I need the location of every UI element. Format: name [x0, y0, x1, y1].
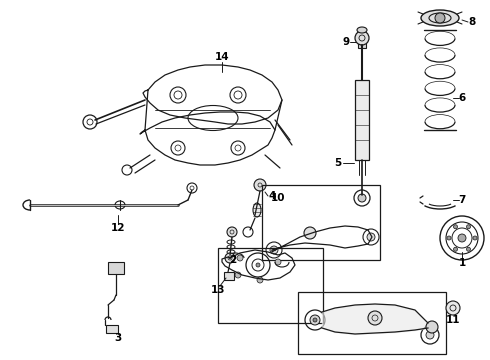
Circle shape — [367, 233, 375, 241]
Circle shape — [227, 227, 237, 237]
Ellipse shape — [253, 203, 261, 217]
Ellipse shape — [357, 27, 367, 33]
Circle shape — [237, 255, 243, 261]
Circle shape — [254, 179, 266, 191]
Circle shape — [313, 318, 317, 322]
Circle shape — [358, 194, 366, 202]
Text: 14: 14 — [215, 52, 229, 62]
Circle shape — [275, 259, 281, 265]
Text: 12: 12 — [111, 223, 125, 233]
Circle shape — [466, 247, 470, 251]
Text: 8: 8 — [468, 17, 476, 27]
Circle shape — [473, 236, 477, 240]
Bar — [218, 248, 323, 323]
Circle shape — [446, 301, 460, 315]
Text: 11: 11 — [446, 315, 460, 325]
Circle shape — [447, 236, 451, 240]
Bar — [298, 292, 446, 354]
Circle shape — [355, 31, 369, 45]
Circle shape — [310, 315, 320, 325]
Bar — [224, 272, 234, 280]
Text: 2: 2 — [229, 255, 237, 265]
Text: 13: 13 — [211, 285, 225, 295]
Circle shape — [257, 277, 263, 283]
Text: 9: 9 — [343, 37, 349, 47]
Circle shape — [270, 246, 278, 254]
Circle shape — [466, 225, 470, 229]
Text: 5: 5 — [334, 158, 342, 168]
Circle shape — [235, 272, 241, 278]
Circle shape — [426, 321, 438, 333]
Bar — [106, 325, 118, 333]
Circle shape — [304, 227, 316, 239]
Bar — [108, 262, 124, 274]
Circle shape — [458, 234, 466, 242]
Circle shape — [256, 263, 260, 267]
Circle shape — [426, 331, 434, 339]
Text: 6: 6 — [458, 93, 466, 103]
Bar — [358, 40, 366, 48]
Circle shape — [225, 253, 235, 263]
Circle shape — [368, 311, 382, 325]
Circle shape — [435, 13, 445, 23]
Text: 7: 7 — [458, 195, 466, 205]
Bar — [355, 80, 369, 160]
Text: 4: 4 — [269, 191, 276, 201]
Ellipse shape — [421, 10, 459, 26]
Circle shape — [454, 247, 458, 251]
Circle shape — [454, 225, 458, 229]
Text: 10: 10 — [271, 193, 285, 203]
Text: 1: 1 — [458, 258, 466, 268]
Bar — [262, 185, 380, 260]
Text: 3: 3 — [114, 333, 122, 343]
